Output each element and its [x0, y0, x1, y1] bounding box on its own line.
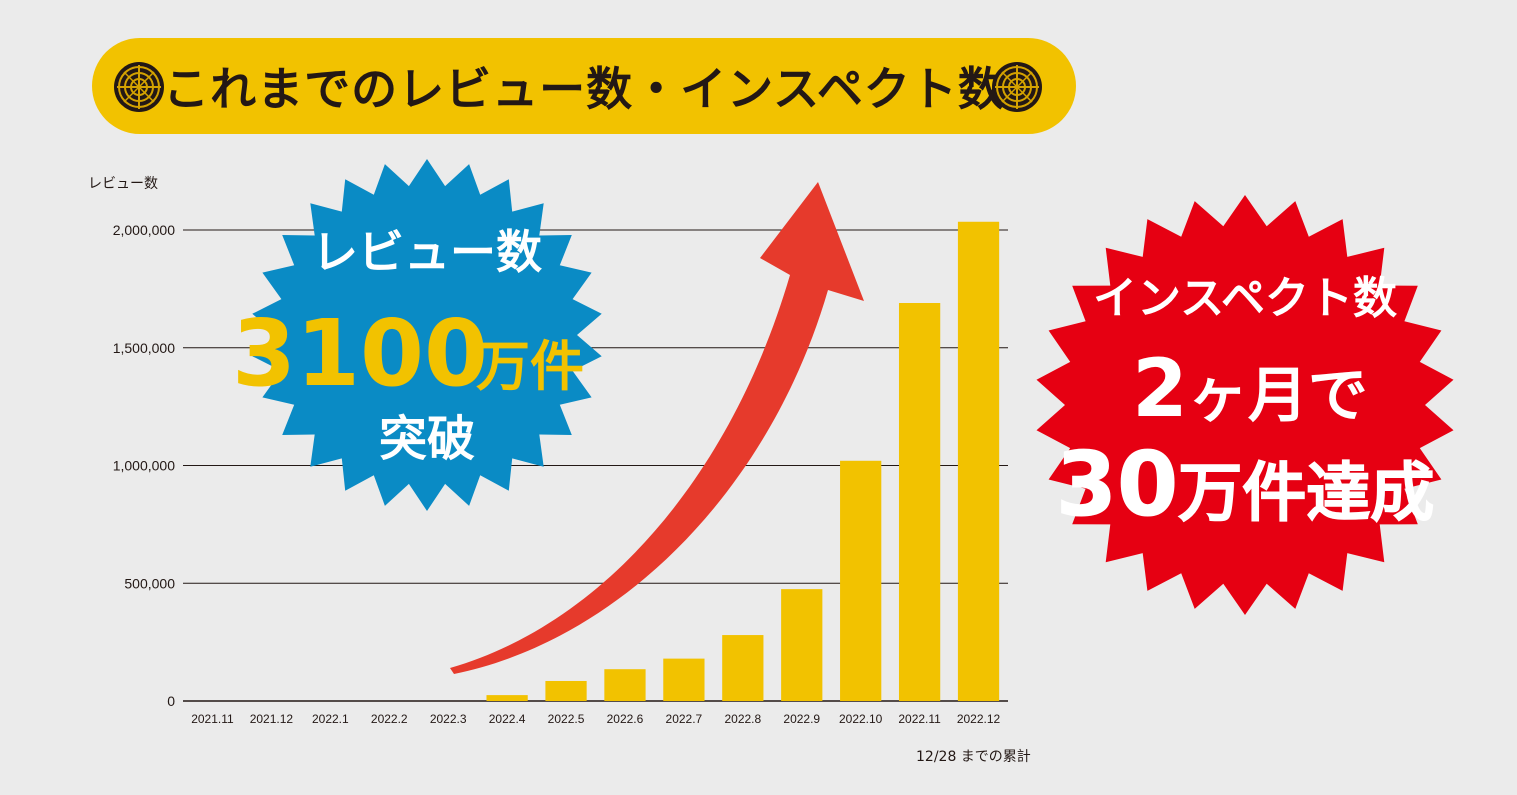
y-tick-label: 1,500,000: [113, 340, 175, 356]
inspect-badge-starburst: [1036, 195, 1454, 615]
y-tick-labels: 0 500,000 1,000,000 1,500,000 2,000,000: [113, 222, 176, 709]
x-tick-labels: 2021.11 2021.12 2022.1 2022.2 2022.3 2022.4 20…: [191, 712, 1000, 726]
inspect-badge-label: インスペクト数: [1093, 273, 1397, 324]
x-tick-label: 2022.1: [312, 712, 349, 726]
review-badge-number: 3100: [232, 300, 488, 407]
bar: [957, 221, 1000, 701]
x-tick-label: 2022.6: [607, 712, 644, 726]
title-banner: これまでのレビュー数・インスペクト数: [92, 38, 1076, 134]
inspect-badge-achievement: 30万件達成: [1056, 433, 1434, 536]
bars: [486, 221, 1000, 701]
review-badge-label: レビュー数: [312, 225, 542, 279]
bar: [722, 635, 764, 701]
manhole-cover-icon: [114, 62, 164, 112]
review-badge-starburst: [252, 159, 602, 511]
review-badge-breakthrough: 突破: [379, 411, 475, 467]
review-count-badge: レビュー数 3100 万件 突破: [232, 159, 602, 511]
y-tick-label: 2,000,000: [113, 222, 175, 238]
x-tick-label: 2021.12: [250, 712, 294, 726]
x-tick-label: 2022.3: [430, 712, 467, 726]
x-tick-label: 2022.11: [898, 712, 941, 726]
cumulative-note: 12/28 までの累計: [916, 749, 1031, 765]
inspect-badge-period: 2ヶ月で: [1132, 342, 1368, 435]
x-tick-label: 2022.5: [548, 712, 585, 726]
x-tick-label: 2022.7: [666, 712, 703, 726]
x-tick-label: 2021.11: [191, 712, 234, 726]
bar: [898, 303, 941, 701]
bar: [545, 680, 587, 701]
bar: [663, 658, 705, 701]
inspect-count-badge: インスペクト数 2ヶ月で 30万件達成: [1036, 195, 1454, 615]
y-tick-label: 500,000: [124, 575, 175, 591]
y-tick-label: 1,000,000: [113, 458, 175, 474]
y-tick-label: 0: [167, 693, 175, 709]
bar: [604, 669, 646, 701]
page-title: これまでのレビュー数・インスペクト数: [163, 62, 1005, 116]
review-badge-unit: 万件: [476, 335, 584, 398]
growth-arrow: [450, 182, 864, 674]
x-tick-label: 2022.9: [783, 712, 820, 726]
x-tick-label: 2022.12: [957, 712, 1001, 726]
bar: [840, 460, 882, 701]
x-tick-label: 2022.2: [371, 712, 408, 726]
x-tick-label: 2022.10: [839, 712, 883, 726]
x-tick-label: 2022.4: [489, 712, 526, 726]
y-axis-title: レビュー数: [88, 176, 158, 192]
manhole-cover-icon: [992, 62, 1042, 112]
x-tick-label: 2022.8: [724, 712, 761, 726]
bar: [781, 589, 823, 701]
bar: [486, 695, 528, 701]
